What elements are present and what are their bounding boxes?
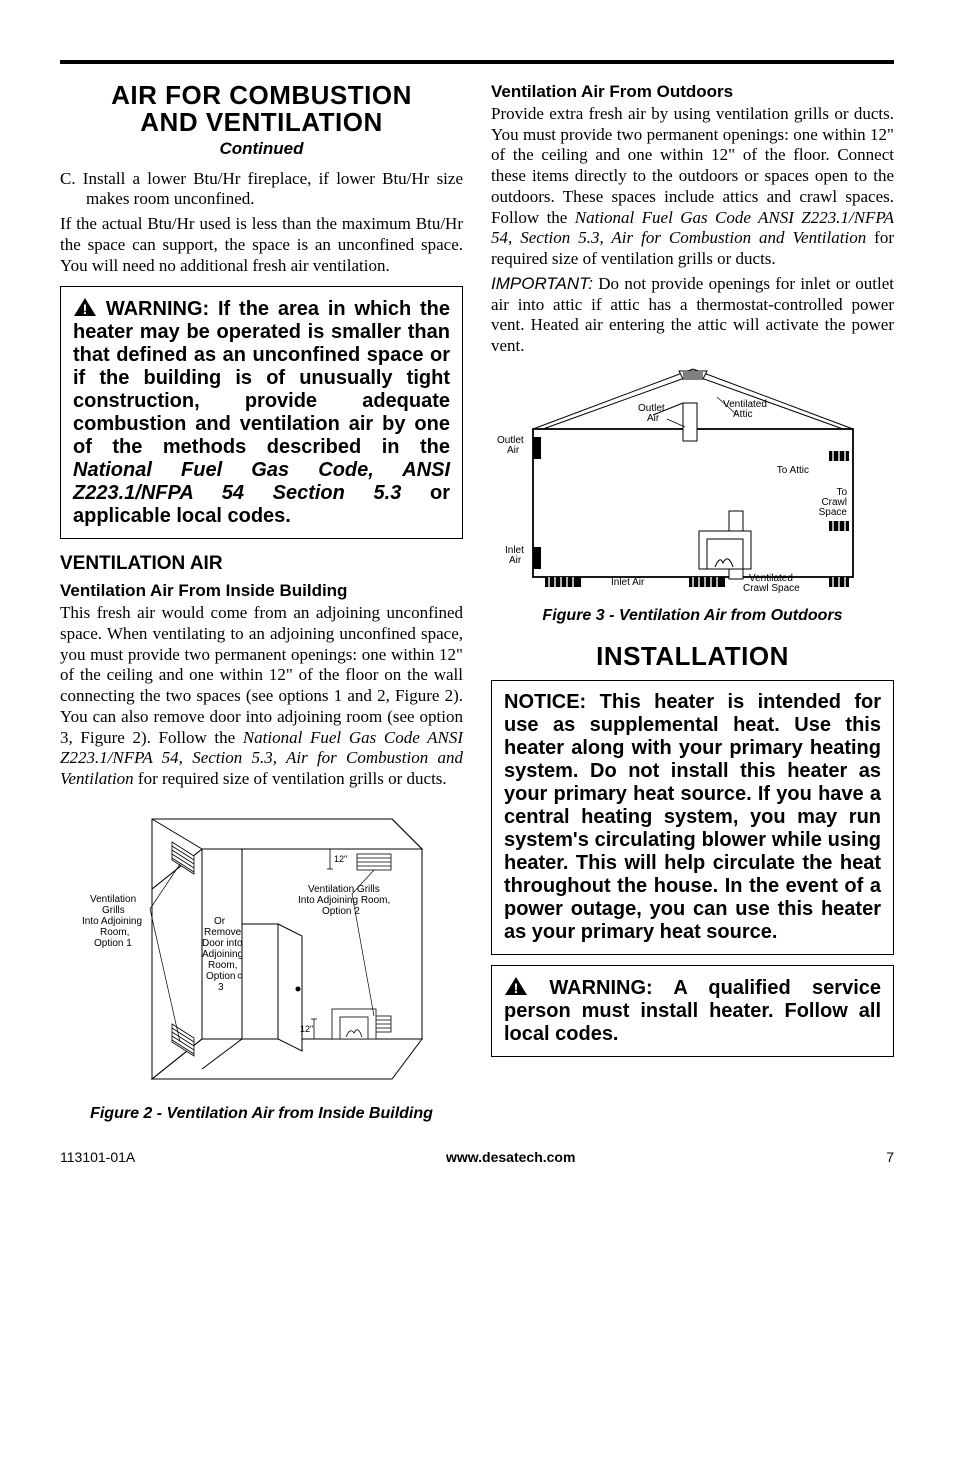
fig2-lbl-mid2: Remove <box>204 927 242 938</box>
fig2-lbl-left5: Option 1 <box>94 938 132 949</box>
warnbox-ital: National Fuel Gas Code, ANSI Z223.1/NFPA… <box>73 459 450 504</box>
warning-triangle-icon: ! <box>73 297 97 317</box>
fig2-lbl-left2: Grills <box>102 905 125 916</box>
page-footer: 113101-01A www.desatech.com 7 <box>60 1149 894 1165</box>
fireplace-icon <box>332 1009 376 1039</box>
para-inside-a: This fresh air would come from an adjoin… <box>60 603 463 746</box>
footer-url: www.desatech.com <box>446 1149 575 1165</box>
warning-box-1-text: ! WARNING: If the area in which the heat… <box>73 297 450 528</box>
fig3-space: Space <box>818 507 847 518</box>
figure-3-svg: Outlet Air Ventilated Attic Outlet Air T… <box>493 361 893 596</box>
footer-page-number: 7 <box>886 1149 894 1165</box>
subheading-ventilation-air: VENTILATION AIR <box>60 553 463 575</box>
fig2-lbl-right3: Option 2 <box>322 906 360 917</box>
footer-doc-id: 113101-01A <box>60 1149 135 1165</box>
warning-box-1: ! WARNING: If the area in which the heat… <box>60 286 463 539</box>
heading-line-1: AIR FOR COMBUSTION <box>111 80 412 110</box>
fig3-va2: Attic <box>733 409 752 420</box>
section-heading-air: AIR FOR COMBUSTION AND VENTILATION <box>60 82 463 137</box>
fig2-lbl-mid1: Or <box>214 916 226 927</box>
warn2-text: WARNING: A qualified service person must… <box>504 977 881 1045</box>
fig2-lbl-left1: Ventilation <box>90 894 136 905</box>
para-btu: If the actual Btu/Hr used is less than t… <box>60 214 463 276</box>
fig3-vc2: Crawl Space <box>743 583 800 594</box>
fig3-outlet2: Air <box>647 413 660 424</box>
important-label: IMPORTANT: <box>491 274 593 293</box>
fig2-lbl-mid6: Option <box>206 971 235 982</box>
figure-2-caption: Figure 2 - Ventilation Air from Inside B… <box>60 1105 463 1123</box>
svg-text:!: ! <box>83 301 88 317</box>
subsub-outdoors: Ventilation Air From Outdoors <box>491 82 894 102</box>
warnbox-pre: WARNING: If the area in which the heater… <box>73 298 450 458</box>
subsub-inside: Ventilation Air From Inside Building <box>60 581 463 601</box>
warning-triangle-icon: ! <box>504 976 528 996</box>
figure-2-svg: 12" 12" <box>82 794 442 1094</box>
fig3-toattic: To Attic <box>776 465 808 476</box>
fig2-lbl-mid4: Adjoining <box>202 949 243 960</box>
fig3-ol2: Air <box>507 445 520 456</box>
warning-box-2: ! WARNING: A qualified service person mu… <box>491 965 894 1057</box>
fig2-lbl-left3: Into Adjoining <box>82 916 142 927</box>
fig2-lbl-mid7: 3 <box>218 982 224 993</box>
fig2-dim-bottom: 12" <box>300 1024 313 1034</box>
fig2-lbl-right1: Ventilation Grills <box>308 884 380 895</box>
para-inside: This fresh air would come from an adjoin… <box>60 603 463 790</box>
vent-grill-icon <box>172 1024 194 1056</box>
svg-text:!: ! <box>514 980 519 996</box>
figure-3-caption: Figure 3 - Ventilation Air from Outdoors <box>491 607 894 625</box>
section-heading-installation: INSTALLATION <box>491 643 894 670</box>
list-item-c: C. Install a lower Btu/Hr fireplace, if … <box>60 169 463 210</box>
notice-text: NOTICE: This heater is intended for use … <box>504 691 881 944</box>
fig3-inletair: Inlet Air <box>611 577 645 588</box>
fig2-lbl-mid5: Room, <box>208 960 237 971</box>
left-column: AIR FOR COMBUSTION AND VENTILATION Conti… <box>60 82 463 1123</box>
fig3-il2: Air <box>509 555 522 566</box>
fig2-lbl-right2: Into Adjoining Room, <box>298 895 390 906</box>
right-column: Ventilation Air From Outdoors Provide ex… <box>491 82 894 1123</box>
fig2-lbl-left4: Room, <box>100 927 129 938</box>
two-column-layout: AIR FOR COMBUSTION AND VENTILATION Conti… <box>60 82 894 1123</box>
para-inside-b: for required size of ventilation grills … <box>134 769 447 788</box>
figure-3: Outlet Air Ventilated Attic Outlet Air T… <box>491 361 894 625</box>
notice-box: NOTICE: This heater is intended for use … <box>491 680 894 955</box>
top-rule <box>60 60 894 64</box>
important-para: IMPORTANT: Do not provide openings for i… <box>491 274 894 357</box>
figure-2: 12" 12" <box>60 794 463 1123</box>
continued-label: Continued <box>60 139 463 159</box>
fireplace-icon <box>699 531 751 569</box>
heading-line-2: AND VENTILATION <box>140 107 382 137</box>
fig2-lbl-mid3: Door into <box>202 938 243 949</box>
para-outdoors: Provide extra fresh air by using ventila… <box>491 104 894 270</box>
fig2-dim-top: 12" <box>334 854 347 864</box>
warning-box-2-text: ! WARNING: A qualified service person mu… <box>504 976 881 1046</box>
